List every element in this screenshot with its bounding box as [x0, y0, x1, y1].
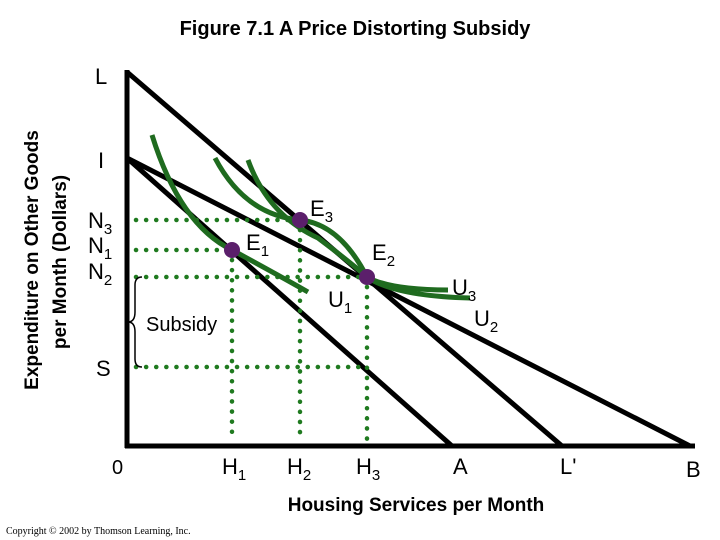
- label-H1: H1: [222, 454, 246, 484]
- label-N3: N3: [88, 208, 112, 238]
- guide-lines: [133, 217, 370, 443]
- label-U3: U3: [452, 275, 476, 305]
- indifference-curve-U3: [212, 156, 471, 301]
- label-H3: H3: [356, 454, 380, 484]
- label-A: A: [453, 454, 468, 479]
- y-axis-title-line2: per Month (Dollars): [50, 175, 71, 349]
- copyright-notice: Copyright © 2002 by Thomson Learning, In…: [6, 526, 191, 537]
- subsidy-label: Subsidy: [146, 314, 217, 336]
- label-E2: E2: [372, 240, 395, 270]
- label-E3: E3: [310, 196, 333, 226]
- y-axis-title-line1: Expenditure on Other Goods: [22, 130, 43, 390]
- point-E2: [359, 269, 375, 285]
- x-axis-title: Housing Services per Month: [288, 495, 545, 516]
- label-L: L: [95, 64, 107, 89]
- point-E3: [292, 212, 308, 228]
- label-N1: N1: [88, 233, 112, 263]
- label-B: B: [686, 457, 701, 482]
- figure-title: Figure 7.1 A Price Distorting Subsidy: [180, 18, 532, 40]
- budget-line-IB: [125, 155, 692, 449]
- label-H2: H2: [287, 454, 311, 484]
- label-E1: E1: [246, 230, 269, 260]
- subsidy-brace: [127, 276, 143, 368]
- label-U2: U2: [474, 306, 498, 336]
- label-N2: N2: [88, 259, 112, 289]
- label-I: I: [98, 148, 104, 173]
- label-U1: U1: [328, 287, 352, 317]
- indifference-curve-U2: [245, 159, 449, 293]
- point-E1: [224, 242, 240, 258]
- label-S: S: [96, 356, 111, 381]
- label-L-prime: L': [560, 454, 576, 479]
- origin-label: 0: [112, 457, 123, 479]
